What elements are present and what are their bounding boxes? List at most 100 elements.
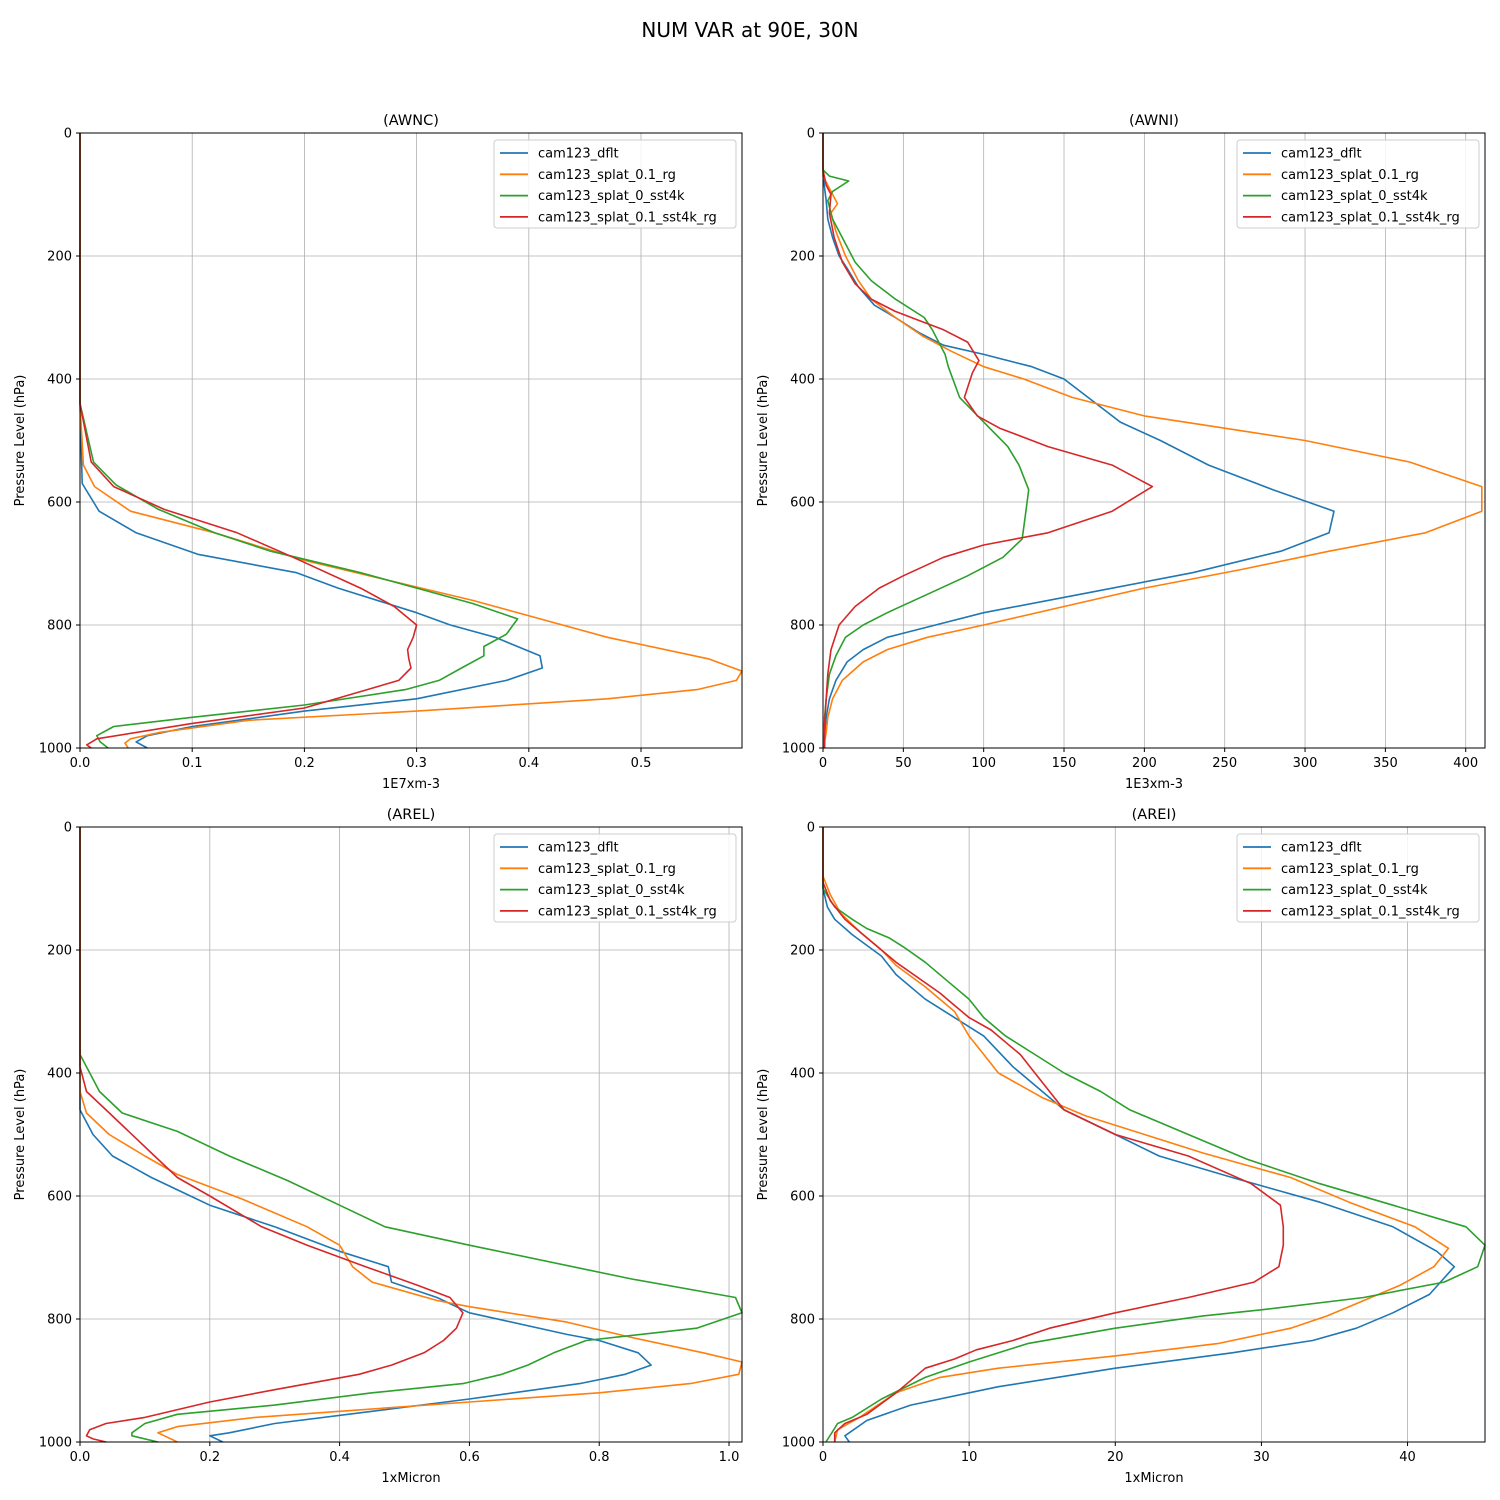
series-line-cam123_splat_0.1_rg bbox=[79, 133, 743, 749]
series-line-cam123_splat_0_sst4k bbox=[79, 133, 519, 749]
legend-label: cam123_splat_0.1_rg bbox=[1281, 862, 1419, 877]
subplot-title: (AREL) bbox=[387, 807, 436, 823]
y-tick-label: 200 bbox=[47, 250, 72, 265]
y-axis-label: Pressure Level (hPa) bbox=[756, 375, 771, 507]
y-tick-label: 1000 bbox=[782, 1436, 815, 1451]
y-tick-label: 1000 bbox=[782, 742, 815, 757]
subplot-4: 0 10 20 30 4002004006008001000(AREI)1xMicron… bbox=[756, 807, 1486, 1486]
y-tick-label: 0 bbox=[807, 821, 815, 836]
y-tick-label: 200 bbox=[790, 250, 815, 265]
x-tick-label: 0.8 bbox=[589, 1450, 610, 1465]
axes-frame bbox=[822, 132, 1486, 749]
x-tick-label: 10 bbox=[961, 1450, 978, 1465]
legend-label: cam123_splat_0_sst4k bbox=[1281, 883, 1428, 898]
legend-label: cam123_splat_0.1_sst4k_rg bbox=[538, 904, 717, 919]
y-axis-label: Pressure Level (hPa) bbox=[13, 375, 28, 507]
y-axis-label: Pressure Level (hPa) bbox=[756, 1069, 771, 1201]
x-tick-label: 50 bbox=[895, 756, 912, 771]
legend-label: cam123_splat_0_sst4k bbox=[538, 189, 685, 204]
x-tick-label: 150 bbox=[1052, 756, 1077, 771]
series-line-cam123_dflt bbox=[822, 827, 1456, 1443]
x-tick-label: 40 bbox=[1399, 1450, 1416, 1465]
x-axis-label: 1E7xm-3 bbox=[382, 777, 440, 792]
legend: cam123_dflt cam123_splat_0.1_rg cam123_spl… bbox=[1236, 833, 1480, 923]
x-axis-label: 1E3xm-3 bbox=[1125, 777, 1183, 792]
series-line-cam123_dflt bbox=[79, 133, 544, 749]
x-tick-label: 200 bbox=[1132, 756, 1157, 771]
y-tick-label: 800 bbox=[790, 619, 815, 634]
y-tick-label: 800 bbox=[790, 1313, 815, 1328]
legend-box bbox=[493, 139, 737, 229]
axes-frame bbox=[822, 826, 1486, 1443]
subplot-title: (AWNI) bbox=[1129, 113, 1179, 129]
series-line-cam123_splat_0_sst4k bbox=[822, 133, 1030, 748]
x-tick-label: 100 bbox=[971, 756, 996, 771]
legend-label: cam123_dflt bbox=[1281, 841, 1362, 856]
x-tick-label: 0.6 bbox=[459, 1450, 480, 1465]
x-tick-label: 0.0 bbox=[70, 756, 91, 771]
legend-label: cam123_splat_0_sst4k bbox=[1281, 189, 1428, 204]
y-tick-label: 400 bbox=[790, 1067, 815, 1082]
y-tick-label: 0 bbox=[64, 127, 72, 142]
series-line-cam123_splat_0_sst4k bbox=[79, 827, 743, 1443]
legend-box bbox=[1236, 139, 1480, 229]
series-line-cam123_dflt bbox=[822, 133, 1335, 748]
x-tick-label: 350 bbox=[1373, 756, 1398, 771]
legend: cam123_dflt cam123_splat_0.1_rg cam123_spl… bbox=[493, 139, 737, 229]
legend-label: cam123_dflt bbox=[538, 147, 619, 162]
y-tick-label: 600 bbox=[47, 496, 72, 511]
legend-label: cam123_splat_0.1_rg bbox=[538, 862, 676, 877]
y-tick-label: 800 bbox=[47, 619, 72, 634]
legend-label: cam123_splat_0.1_rg bbox=[538, 168, 676, 183]
y-tick-label: 600 bbox=[790, 496, 815, 511]
y-tick-label: 200 bbox=[790, 944, 815, 959]
subplot-grid: 0.0 0.1 0.2 0.3 0.4 0.502004006008001000(AWNC… bbox=[13, 113, 1486, 1486]
figure-title: NUM VAR at 90E, 30N bbox=[641, 18, 858, 42]
series-line-cam123_splat_0_sst4k bbox=[822, 827, 1486, 1443]
x-tick-label: 30 bbox=[1253, 1450, 1270, 1465]
y-tick-label: 400 bbox=[790, 373, 815, 388]
y-tick-label: 400 bbox=[47, 1067, 72, 1082]
legend-box bbox=[1236, 833, 1480, 923]
y-tick-label: 1000 bbox=[39, 742, 72, 757]
subplot-1: 0.0 0.1 0.2 0.3 0.4 0.5 0 200 400 600 800 1000 (AWNC… bbox=[13, 113, 743, 792]
legend-label: cam123_splat_0.1_sst4k_rg bbox=[1281, 210, 1460, 225]
series-line-cam123_dflt bbox=[79, 827, 652, 1443]
legend-label: cam123_dflt bbox=[1281, 147, 1362, 162]
legend-label: cam123_splat_0.1_rg bbox=[1281, 168, 1419, 183]
series-line-cam123_splat_0.1_sst4k_rg bbox=[822, 133, 1154, 748]
legend-label: cam123_splat_0.1_sst4k_rg bbox=[538, 210, 717, 225]
legend-label: cam123_dflt bbox=[538, 841, 619, 856]
x-tick-label: 20 bbox=[1107, 1450, 1124, 1465]
x-tick-label: 0.0 bbox=[70, 1450, 91, 1465]
subplot-title: (AWNC) bbox=[383, 113, 439, 129]
series-line-cam123_splat_0.1_rg bbox=[822, 133, 1483, 748]
subplot-2: 0 50 100 150 200 250 300 350 400 0 200 400 600 800 100… bbox=[756, 113, 1486, 792]
y-tick-label: 200 bbox=[47, 944, 72, 959]
x-tick-label: 0.3 bbox=[406, 756, 427, 771]
y-tick-label: 1000 bbox=[39, 1436, 72, 1451]
y-axis-label: Pressure Level (hPa) bbox=[13, 1069, 28, 1201]
legend: cam123_dflt cam123_splat_0.1_rg cam123_spl… bbox=[493, 833, 737, 923]
series-line-cam123_splat_0.1_sst4k_rg bbox=[79, 133, 418, 749]
x-tick-label: 0.4 bbox=[518, 756, 539, 771]
x-tick-label: 0 bbox=[819, 756, 827, 771]
legend-box bbox=[493, 833, 737, 923]
y-tick-label: 600 bbox=[47, 1190, 72, 1205]
subplot-3: 0.0 0.2 0.4 0.6 0.8 1.0 0 200 400 600 800 1000 (AREL… bbox=[13, 807, 743, 1486]
legend-label: cam123_splat_0.1_sst4k_rg bbox=[1281, 904, 1460, 919]
x-tick-label: 0.5 bbox=[631, 756, 652, 771]
y-tick-label: 0 bbox=[64, 821, 72, 836]
x-tick-label: 1.0 bbox=[719, 1450, 740, 1465]
x-axis-label: 1xMicron bbox=[1124, 1471, 1183, 1486]
legend-label: cam123_splat_0_sst4k bbox=[538, 883, 685, 898]
legend: cam123_dflt cam123_splat_0.1_rg cam123_spl… bbox=[1236, 139, 1480, 229]
x-tick-label: 250 bbox=[1212, 756, 1237, 771]
series-line-cam123_splat_0.1_sst4k_rg bbox=[822, 827, 1285, 1442]
series-line-cam123_splat_0.1_rg bbox=[79, 827, 743, 1443]
axes-frame bbox=[79, 132, 743, 749]
x-tick-label: 0.2 bbox=[199, 1450, 220, 1465]
y-tick-label: 800 bbox=[47, 1313, 72, 1328]
x-tick-label: 0.2 bbox=[294, 756, 315, 771]
